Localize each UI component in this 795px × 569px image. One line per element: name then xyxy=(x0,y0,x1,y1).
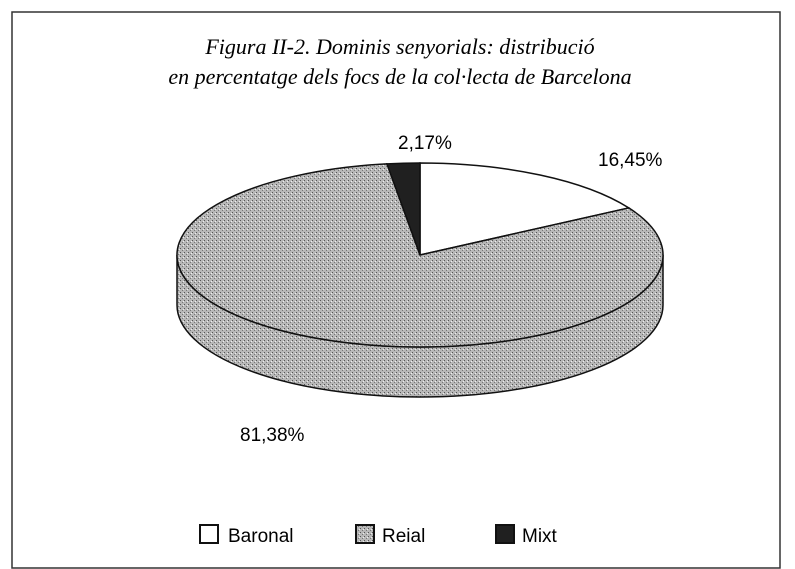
pie xyxy=(176,162,664,398)
pie-slice xyxy=(419,162,631,256)
pie-slice xyxy=(176,163,664,348)
pie-slice xyxy=(385,162,421,256)
legend-label: Reial xyxy=(382,526,425,547)
chart-title: Figura II-2. Dominis senyorials: distrib… xyxy=(204,34,594,59)
data-label: 16,45% xyxy=(598,150,663,171)
data-label: 2,17% xyxy=(398,133,452,154)
chart-title: en percentatge dels focs de la col·lecta… xyxy=(168,64,631,89)
legend-swatch xyxy=(355,524,375,544)
data-label: 81,38% xyxy=(240,425,305,446)
legend-label: Baronal xyxy=(228,526,294,547)
frame xyxy=(11,11,781,569)
legend-swatch xyxy=(199,524,219,544)
legend: Baronal Reial Mixt xyxy=(199,524,558,547)
legend-label: Mixt xyxy=(522,526,558,547)
legend-swatch xyxy=(495,524,515,544)
